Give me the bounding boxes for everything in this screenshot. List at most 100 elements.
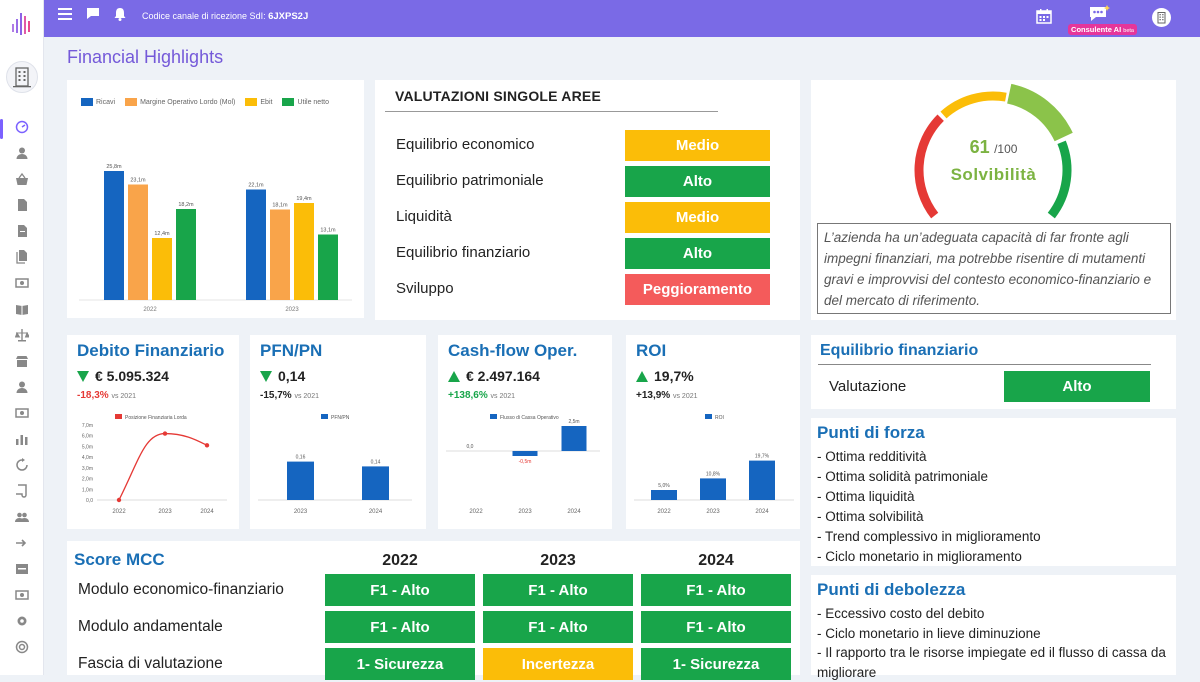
contract-icon[interactable] <box>15 483 29 503</box>
settings-icon[interactable] <box>15 614 29 633</box>
mcc-score-badge: F1 - Alto <box>641 574 791 606</box>
sidebar-item-support[interactable] <box>0 636 44 662</box>
sidebar-item-group[interactable] <box>0 506 44 532</box>
company-avatar-icon[interactable] <box>6 61 38 93</box>
x-tick-label: 2023 <box>285 307 299 313</box>
data-label: 25,8m <box>106 164 122 170</box>
sidebar-item-user[interactable] <box>0 142 44 168</box>
cash-icon[interactable] <box>15 276 29 295</box>
documents-icon[interactable] <box>15 249 29 269</box>
legend-label: Ricavi <box>96 98 116 106</box>
notifications-icon[interactable] <box>114 7 126 26</box>
refresh-icon[interactable] <box>15 457 29 477</box>
ai-consultant-badge[interactable]: Consulente AI beta <box>1068 24 1137 35</box>
inbox-icon[interactable] <box>15 562 29 581</box>
valutazioni-title: VALUTAZIONI SINGOLE AREE <box>395 88 601 104</box>
data-point <box>116 497 122 503</box>
legend-item: Utile netto <box>282 98 329 106</box>
bar-ebit <box>294 203 314 300</box>
arrow-down-icon <box>260 370 272 382</box>
support-icon[interactable] <box>15 640 29 659</box>
basket-icon[interactable] <box>15 172 29 191</box>
book-icon[interactable] <box>15 302 29 321</box>
top-bar: Codice canale di ricezione SdI: 6JXPS2J … <box>44 0 1200 37</box>
sidebar-item-store[interactable] <box>0 350 44 376</box>
bar <box>700 478 726 500</box>
bar <box>561 426 587 451</box>
transfer-icon[interactable] <box>15 536 29 555</box>
cash-2-icon[interactable] <box>15 406 29 425</box>
legend-label: Margine Operativo Lordo (Mol) <box>140 98 236 106</box>
kpi-value: € 2.497.164 <box>448 368 540 384</box>
messages-icon[interactable] <box>86 7 100 25</box>
sidebar-item-document-2[interactable] <box>0 220 44 246</box>
company-icon[interactable] <box>1152 8 1171 27</box>
sidebar-item-inbox[interactable] <box>0 558 44 584</box>
mcc-score-badge: 1- Sicurezza <box>325 648 475 680</box>
bar-ricavi <box>104 171 124 300</box>
gauge-label: Solvibilità <box>950 165 1037 184</box>
dashboard-icon[interactable] <box>15 120 29 139</box>
sidebar-item-documents[interactable] <box>0 246 44 272</box>
menu-icon[interactable] <box>58 7 72 25</box>
person-icon[interactable] <box>15 380 29 399</box>
kpi-title: Cash-flow Oper. <box>448 341 578 360</box>
punti-debolezza-card: Punti di debolezza - Eccessivo costo del… <box>811 575 1176 680</box>
money-icon[interactable] <box>15 588 29 607</box>
sidebar-item-scale[interactable] <box>0 324 44 350</box>
kpi-delta-ref: vs 2021 <box>490 393 516 400</box>
kpi-value-text: 19,7% <box>654 368 694 384</box>
sidebar-item-settings[interactable] <box>0 610 44 636</box>
user-icon[interactable] <box>15 146 29 165</box>
sidebar-item-contract[interactable] <box>0 480 44 506</box>
data-label: 10,8% <box>706 471 721 477</box>
sidebar-item-document[interactable] <box>0 194 44 220</box>
kpi-delta-ref: vs 2021 <box>672 393 698 400</box>
sidebar-item-cash-2[interactable] <box>0 402 44 428</box>
app-logo-icon[interactable] <box>12 10 32 41</box>
arrow-up-icon <box>636 370 648 382</box>
gauge-segment-yellow <box>940 91 1007 119</box>
kpi-chart: ROI 5,0% 2022 10,8% 2023 19,7% 2024 <box>634 414 794 515</box>
valutazione-badge: Medio <box>625 130 770 161</box>
valutazione-row: Equilibrio finanziario Alto <box>396 238 770 269</box>
sidebar-item-bar-chart[interactable] <box>0 428 44 454</box>
sidebar-item-basket[interactable] <box>0 168 44 194</box>
bar-ricavi <box>246 189 266 300</box>
ai-consultant-icon[interactable] <box>1088 5 1110 23</box>
sidebar-item-book[interactable] <box>0 298 44 324</box>
kpi-chart: Posizione Finanziaria Lorda 0,0 1,0m 2,0m 3,… <box>82 414 227 515</box>
list-item: - Trend complessivo in miglioramento <box>817 529 1041 544</box>
legend-swatch <box>282 98 295 106</box>
sidebar-item-money[interactable] <box>0 584 44 610</box>
bar <box>512 451 538 456</box>
punti-forza-card: Punti di forza - Ottima redditività - Ott… <box>811 418 1176 566</box>
mcc-score-badge: F1 - Alto <box>325 574 475 606</box>
sidebar-item-dashboard[interactable] <box>0 116 44 142</box>
bar-utile-netto <box>318 234 338 300</box>
main-chart-card: Ricavi Margine Operativo Lordo (Mol) Ebit U… <box>67 80 364 318</box>
sidebar-item-refresh[interactable] <box>0 454 44 480</box>
bar-chart-icon[interactable] <box>15 432 29 451</box>
kpi-delta-value: +138,6% <box>448 390 488 401</box>
legend-swatch <box>245 98 258 106</box>
sidebar-item-person[interactable] <box>0 376 44 402</box>
data-label: 0,16 <box>296 455 306 461</box>
sidebar-item-cash[interactable] <box>0 272 44 298</box>
data-label: 0,0 <box>467 444 474 450</box>
valutazioni-card: VALUTAZIONI SINGOLE AREE Equilibrio econ… <box>375 80 800 320</box>
legend-item: Ricavi <box>81 98 115 106</box>
sidebar-item-transfer[interactable] <box>0 532 44 558</box>
document-2-icon[interactable] <box>15 224 29 243</box>
store-icon[interactable] <box>15 354 29 373</box>
document-icon[interactable] <box>15 198 29 217</box>
main-chart-legend: Ricavi Margine Operativo Lordo (Mol) Ebit U… <box>81 98 329 106</box>
data-label: 13,1m <box>320 228 336 234</box>
group-icon[interactable] <box>15 510 29 529</box>
scale-icon[interactable] <box>14 328 31 347</box>
legend-swatch <box>321 414 328 419</box>
data-label: 12,4m <box>154 231 170 237</box>
data-label: 18,1m <box>272 203 288 209</box>
calendar-icon[interactable] <box>1036 8 1052 29</box>
y-tick-label: 6,0m <box>82 434 93 440</box>
